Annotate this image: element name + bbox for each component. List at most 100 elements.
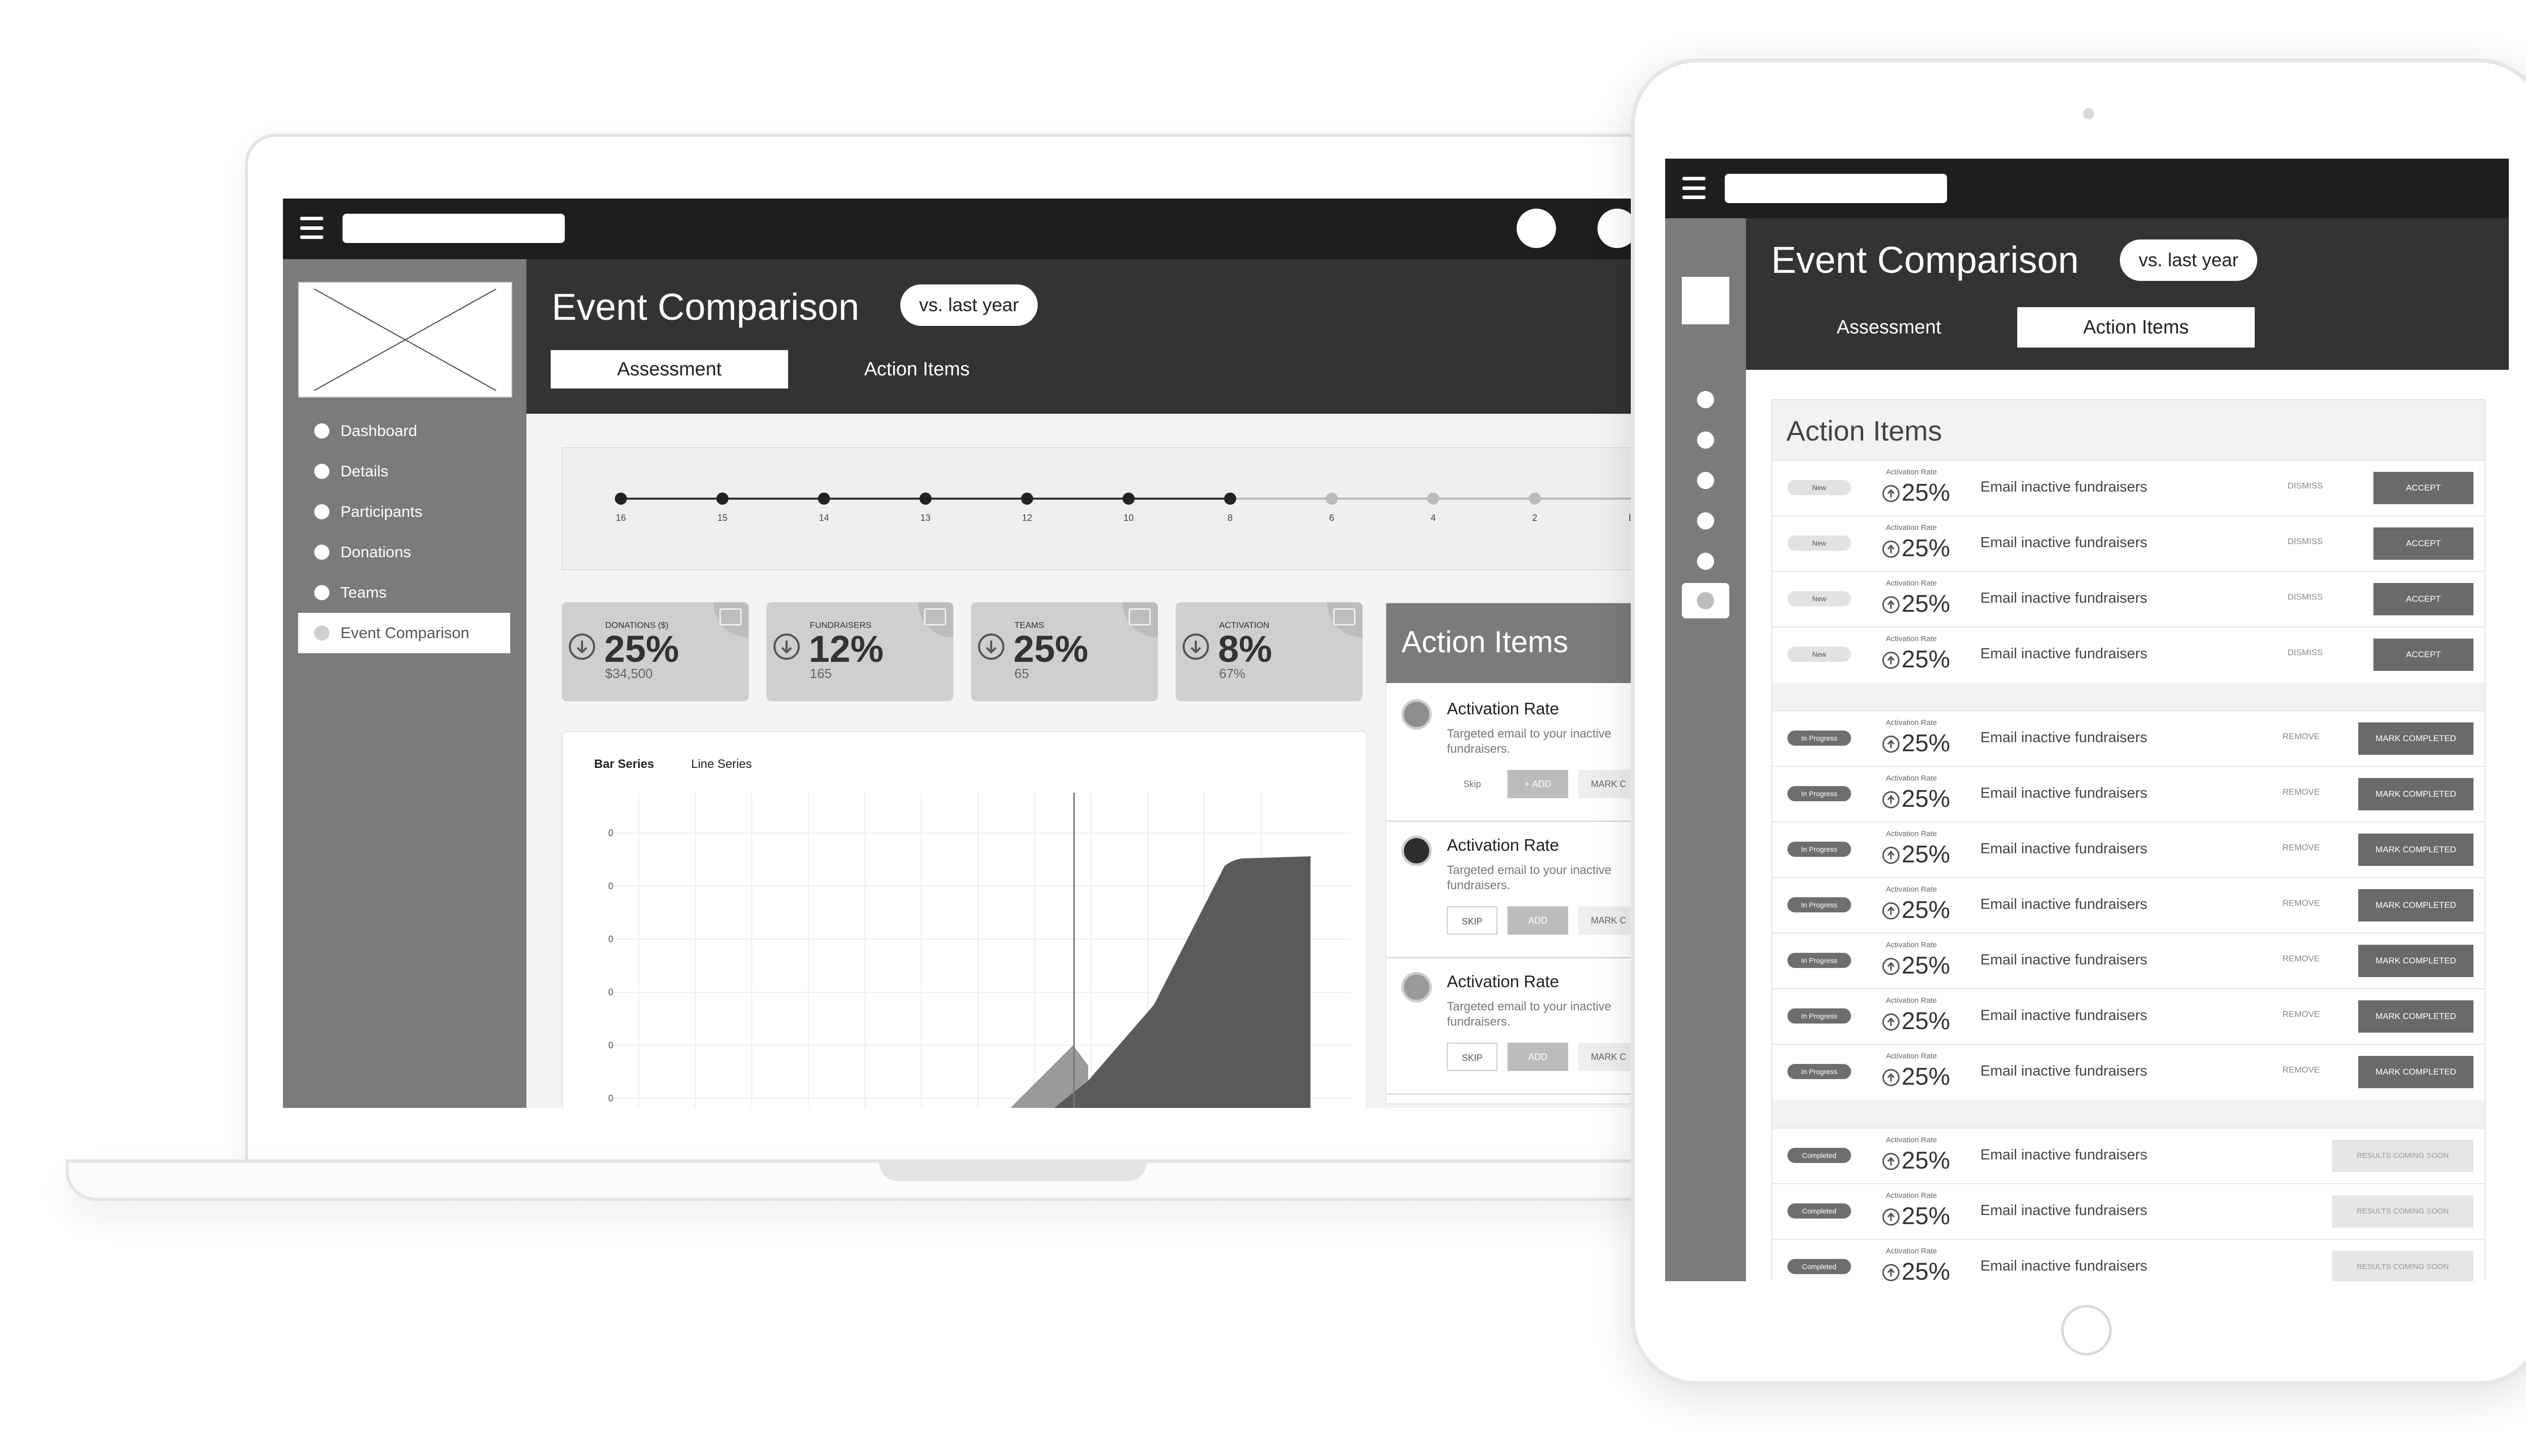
primary-action-button[interactable]: RESULTS COMING SOON (2332, 1251, 2473, 1281)
search-bar[interactable] (1725, 174, 1947, 203)
sidebar-item-dot[interactable] (1697, 553, 1714, 570)
tab-line-series[interactable]: Line Series (691, 757, 752, 771)
page-title: Event Comparison (1771, 239, 2079, 281)
sidebar-item-dashboard[interactable]: Dashboard (298, 411, 510, 451)
timeline-dot[interactable] (615, 493, 627, 505)
action-item: Activation Rate Targeted email to your in… (1386, 957, 1748, 1095)
mark-complete-button[interactable]: MARK C (1578, 906, 1639, 935)
secondary-action-button[interactable]: DISMISS (2288, 592, 2323, 602)
sidebar-item-dot[interactable] (1697, 472, 1714, 489)
primary-action-button[interactable]: ACCEPT (2373, 583, 2473, 615)
stat-card-teams: TEAMS 25% 65 (971, 602, 1158, 701)
timeline-dot[interactable] (1427, 493, 1439, 505)
card-icon[interactable] (1333, 608, 1355, 625)
tab-assessment[interactable]: Assessment (551, 350, 788, 389)
timeline-connector (722, 498, 824, 500)
primary-action-button[interactable]: MARK COMPLETED (2358, 1056, 2473, 1088)
add-button[interactable]: + ADD (1508, 770, 1568, 798)
secondary-action-button[interactable]: REMOVE (2282, 787, 2320, 797)
timeline-dot[interactable] (1224, 493, 1236, 505)
status-badge: Completed (1787, 1148, 1851, 1163)
metric-label: Activation Rate (1886, 885, 1937, 894)
secondary-action-button[interactable]: REMOVE (2282, 732, 2320, 741)
sidebar-item-details[interactable]: Details (298, 451, 510, 492)
timeline-dot[interactable] (1123, 493, 1135, 505)
secondary-action-button[interactable]: REMOVE (2282, 1065, 2320, 1075)
sidebar-item-participants[interactable]: Participants (298, 492, 510, 532)
primary-action-button[interactable]: ACCEPT (2373, 639, 2473, 671)
compare-pill[interactable]: vs. last year (2120, 239, 2257, 281)
timeline-dot[interactable] (716, 493, 728, 505)
sidebar-item-dot[interactable] (1697, 391, 1714, 408)
secondary-action-button[interactable]: REMOVE (2282, 954, 2320, 963)
mark-complete-button[interactable]: MARK C (1578, 770, 1639, 798)
primary-action-button[interactable]: ACCEPT (2373, 472, 2473, 504)
primary-action-button[interactable]: MARK COMPLETED (2358, 722, 2473, 755)
primary-action-button[interactable]: ACCEPT (2373, 527, 2473, 560)
sidebar-item-dot[interactable] (1697, 431, 1714, 449)
action-row: In Progress Activation Rate 25% Email inact… (1772, 1044, 2485, 1100)
add-button[interactable]: ADD (1508, 906, 1568, 935)
sidebar-item-label: Dashboard (341, 422, 417, 440)
timeline-label: 8 (1227, 513, 1233, 523)
notification-icon[interactable] (1517, 209, 1556, 248)
menu-icon[interactable] (1682, 177, 1706, 199)
metric-value: 25% (1902, 591, 1951, 617)
tab-bar-series[interactable]: Bar Series (594, 757, 654, 771)
tab-assessment[interactable]: Assessment (1836, 317, 1941, 338)
secondary-action-button[interactable]: DISMISS (2288, 537, 2323, 546)
search-bar[interactable] (343, 214, 565, 243)
primary-action-button[interactable]: MARK COMPLETED (2358, 778, 2473, 810)
avatar[interactable] (1597, 209, 1637, 248)
timeline-label: 16 (615, 513, 626, 523)
primary-action-button[interactable]: MARK COMPLETED (2358, 834, 2473, 866)
sidebar-item-donations[interactable]: Donations (298, 532, 510, 572)
timeline-dot[interactable] (1326, 493, 1338, 505)
secondary-action-button[interactable]: REMOVE (2282, 898, 2320, 908)
skip-button[interactable]: SKIP (1447, 1043, 1497, 1071)
tab-action-items[interactable]: Action Items (864, 359, 970, 380)
home-button[interactable] (2061, 1305, 2112, 1355)
skip-button[interactable]: Skip (1463, 779, 1481, 789)
bullet-icon (314, 504, 329, 519)
card-icon[interactable] (1129, 608, 1151, 625)
sidebar-item-dot[interactable] (1697, 512, 1714, 529)
primary-action-button[interactable]: RESULTS COMING SOON (2332, 1140, 2473, 1172)
sidebar-item-active[interactable] (1682, 583, 1729, 618)
timeline-dot[interactable] (1021, 493, 1033, 505)
tab-action-items[interactable]: Action Items (2017, 307, 2255, 348)
primary-action-button[interactable]: MARK COMPLETED (2358, 889, 2473, 921)
page-title: Event Comparison (552, 286, 859, 328)
arrow-up-icon (1882, 736, 1900, 753)
secondary-action-button[interactable]: REMOVE (2282, 843, 2320, 852)
action-desc: Email inactive fundraisers (1980, 590, 2148, 606)
primary-action-button[interactable]: MARK COMPLETED (2358, 945, 2473, 977)
timeline-connector (1129, 498, 1230, 500)
compare-pill[interactable]: vs. last year (900, 284, 1038, 326)
skip-button[interactable]: SKIP (1447, 906, 1497, 935)
arrow-down-icon (1183, 634, 1209, 660)
menu-icon[interactable] (300, 217, 323, 239)
sidebar-item-event-comparison[interactable]: Event Comparison (298, 613, 510, 653)
primary-action-button[interactable]: MARK COMPLETED (2358, 1000, 2473, 1033)
stat-card-activation: ACTIVATION 8% 67% (1176, 602, 1363, 701)
secondary-action-button[interactable]: DISMISS (2288, 481, 2323, 491)
card-icon[interactable] (719, 608, 742, 625)
secondary-action-button[interactable]: REMOVE (2282, 1009, 2320, 1019)
primary-action-button[interactable]: RESULTS COMING SOON (2332, 1195, 2473, 1228)
secondary-action-button[interactable]: DISMISS (2288, 648, 2323, 657)
add-button[interactable]: ADD (1508, 1043, 1568, 1071)
mark-complete-button[interactable]: MARK C (1578, 1043, 1639, 1071)
timeline-label: 10 (1123, 513, 1134, 523)
card-icon[interactable] (924, 608, 946, 625)
timeline-dot[interactable] (818, 493, 830, 505)
arrow-down-icon (978, 634, 1004, 660)
timeline-dot[interactable] (919, 493, 932, 505)
action-desc: Email inactive fundraisers (1980, 1063, 2148, 1079)
sidebar-item-teams[interactable]: Teams (298, 572, 510, 613)
card-corner (1327, 602, 1363, 638)
action-row: New Activation Rate 25% Email inactive fund… (1772, 460, 2485, 516)
tablet-content: Action Items New Activation Rate 25% Email … (1746, 370, 2509, 1281)
timeline-dot[interactable] (1529, 493, 1541, 505)
laptop-notch (879, 1162, 1147, 1181)
